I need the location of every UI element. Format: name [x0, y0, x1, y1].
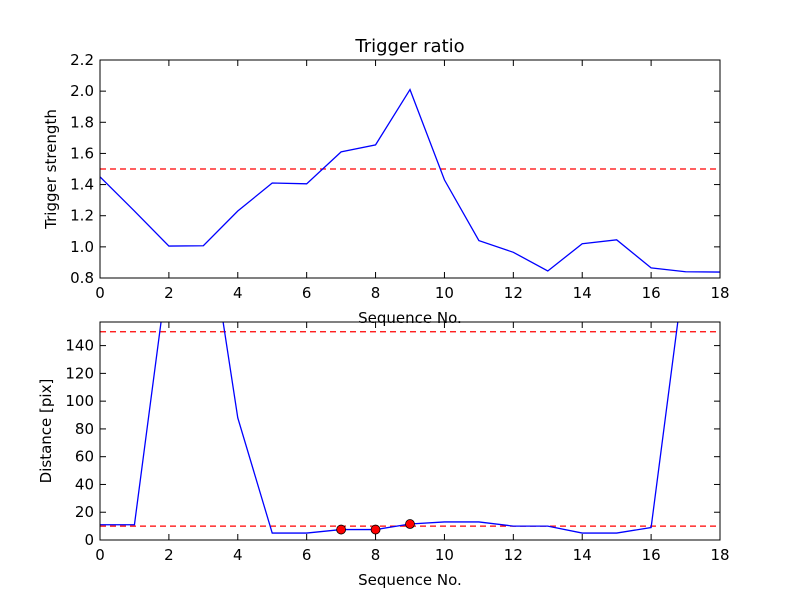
y-tick-label: 1.2	[70, 207, 94, 225]
x-tick-label: 2	[164, 546, 174, 564]
x-tick-label: 14	[573, 546, 592, 564]
y-tick-label: 140	[65, 337, 94, 355]
y-tick-label: 100	[65, 392, 94, 410]
distance-chart: 0 2 4 6 8 10 12 14 16 18 0 20 40 60 80 100 120 140 Seque…	[37, 321, 730, 589]
x-axis-label: Sequence No.	[358, 309, 462, 327]
x-tick-label: 6	[302, 546, 312, 564]
y-tick-label: 60	[75, 448, 94, 466]
data-layer	[100, 322, 720, 535]
x-tick-label: 12	[504, 546, 523, 564]
x-tick-label: 4	[233, 546, 243, 564]
x-axis: 0 2 4 6 8 10 12 14 16 18	[95, 60, 730, 302]
y-tick-label: 120	[65, 364, 94, 382]
x-axis: 0 2 4 6 8 10 12 14 16 18	[95, 322, 730, 564]
x-tick-label: 16	[642, 546, 661, 564]
x-tick-label: 10	[435, 546, 454, 564]
x-tick-label: 14	[573, 284, 592, 302]
x-tick-label: 0	[95, 284, 105, 302]
y-tick-label: 0.8	[70, 269, 94, 287]
trigger-ratio-chart: Trigger ratio 0 2 4 6 8 10 12 14 16 18 0.8 1.0 1.2 1…	[42, 36, 730, 327]
y-tick-label: 40	[75, 475, 94, 493]
y-tick-label: 0	[84, 531, 94, 549]
y-tick-label: 1.6	[70, 144, 94, 162]
y-axis-label: Trigger strength	[42, 109, 60, 230]
x-tick-label: 16	[642, 284, 661, 302]
x-tick-label: 10	[435, 284, 454, 302]
data-point-0	[336, 524, 347, 535]
y-tick-label: 2.2	[70, 51, 94, 69]
plot-area	[99, 321, 721, 541]
data-point-2	[405, 519, 415, 529]
y-tick-label: 80	[75, 420, 94, 438]
y-tick-label: 1.8	[70, 113, 94, 131]
plot-frame	[99, 59, 721, 279]
x-tick-label: 18	[710, 284, 729, 302]
x-axis-label: Sequence No.	[358, 571, 462, 589]
y-tick-label: 20	[75, 503, 94, 521]
y-axis: 0 20 40 60 80 100 120 140	[65, 337, 720, 549]
x-tick-label: 18	[710, 546, 729, 564]
data-point-1	[370, 524, 381, 535]
x-tick-label: 8	[371, 546, 381, 564]
y-tick-label: 2.0	[70, 82, 94, 100]
x-tick-label: 4	[233, 284, 243, 302]
x-tick-label: 6	[302, 284, 312, 302]
plot-area	[99, 59, 721, 279]
data-layer	[100, 88, 720, 273]
y-axis: 0.8 1.0 1.2 1.4 1.6 1.8 2.0 2.2	[70, 51, 720, 287]
plot-frame	[99, 321, 721, 541]
y-tick-label: 1.4	[70, 176, 94, 194]
x-tick-label: 2	[164, 284, 174, 302]
x-tick-label: 12	[504, 284, 523, 302]
series-line-0	[100, 88, 720, 273]
chart-title: Trigger ratio	[354, 36, 464, 57]
x-tick-label: 0	[95, 546, 105, 564]
y-tick-label: 1.0	[70, 238, 94, 256]
x-tick-label: 8	[371, 284, 381, 302]
y-axis-label: Distance [pix]	[37, 379, 55, 484]
